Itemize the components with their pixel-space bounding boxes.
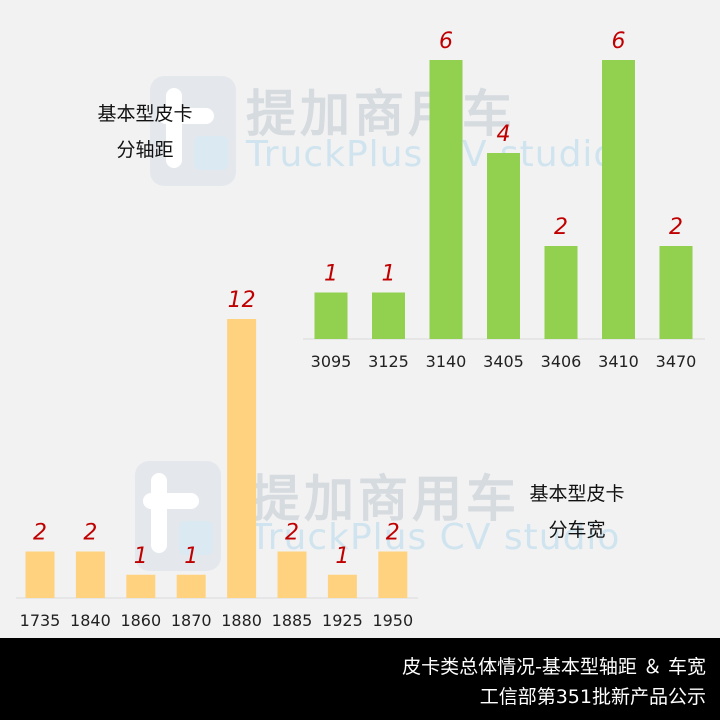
bar-3405 [487,153,520,339]
data-label-1860: 1 [134,544,148,569]
wheelbase-title-line-2: 分轴距 [116,139,174,161]
bar-3140 [429,60,463,339]
bar-1870 [176,574,206,598]
data-label-3095: 1 [324,262,338,287]
bar-1885 [277,551,307,598]
data-label-1735: 2 [33,521,47,546]
bar-3410 [602,60,635,339]
data-label-3140: 6 [439,29,453,54]
bar-3095 [314,292,348,339]
tick-label-1860: 1860 [120,611,161,630]
bar-1860 [126,574,156,598]
bar-3470 [659,246,693,339]
footer-title: 皮卡类总体情况-基本型轴距 ＆ 车宽 [402,656,706,678]
data-label-1885: 2 [285,521,299,546]
data-label-1870: 1 [184,544,198,569]
width-title-line-2: 分车宽 [548,519,606,541]
tick-label-3410: 3410 [598,352,639,371]
tick-label-1925: 1925 [322,611,363,630]
wheelbase-title-line-1: 基本型皮卡 [97,103,193,125]
width-title-line-1: 基本型皮卡 [529,483,625,505]
bar-1880 [227,319,257,598]
data-label-1950: 2 [386,521,400,546]
tick-label-1885: 1885 [272,611,313,630]
footer-subtitle: 工信部第351批新产品公示 [479,686,706,708]
data-label-1840: 2 [83,521,97,546]
tick-label-3470: 3470 [656,352,697,371]
tick-label-1840: 1840 [70,611,111,630]
tick-label-1950: 1950 [372,611,413,630]
tick-label-3405: 3405 [483,352,524,371]
tick-label-1880: 1880 [221,611,262,630]
tick-label-1735: 1735 [20,611,61,630]
data-label-3470: 2 [669,215,683,240]
tick-label-3125: 3125 [368,352,409,371]
footer-bar: 皮卡类总体情况-基本型轴距 ＆ 车宽 工信部第351批新产品公示 [0,638,720,720]
bar-1950 [378,551,408,598]
data-label-1880: 12 [228,288,256,313]
data-label-3406: 2 [554,215,568,240]
data-label-3125: 1 [382,262,396,287]
tick-label-3095: 3095 [311,352,352,371]
tick-label-3140: 3140 [426,352,467,371]
width-chart-title: 基本型皮卡 分车宽 [517,476,637,548]
bar-1925 [327,574,357,598]
data-label-3405: 4 [497,122,511,147]
tick-label-3406: 3406 [541,352,582,371]
data-label-3410: 6 [612,29,626,54]
wheelbase-chart-title: 基本型皮卡 分轴距 [85,96,205,168]
bar-3406 [544,246,578,339]
data-label-1925: 1 [335,544,349,569]
bar-1735 [25,551,55,598]
bar-1840 [75,551,105,598]
tick-label-1870: 1870 [171,611,212,630]
bar-3125 [372,292,405,339]
